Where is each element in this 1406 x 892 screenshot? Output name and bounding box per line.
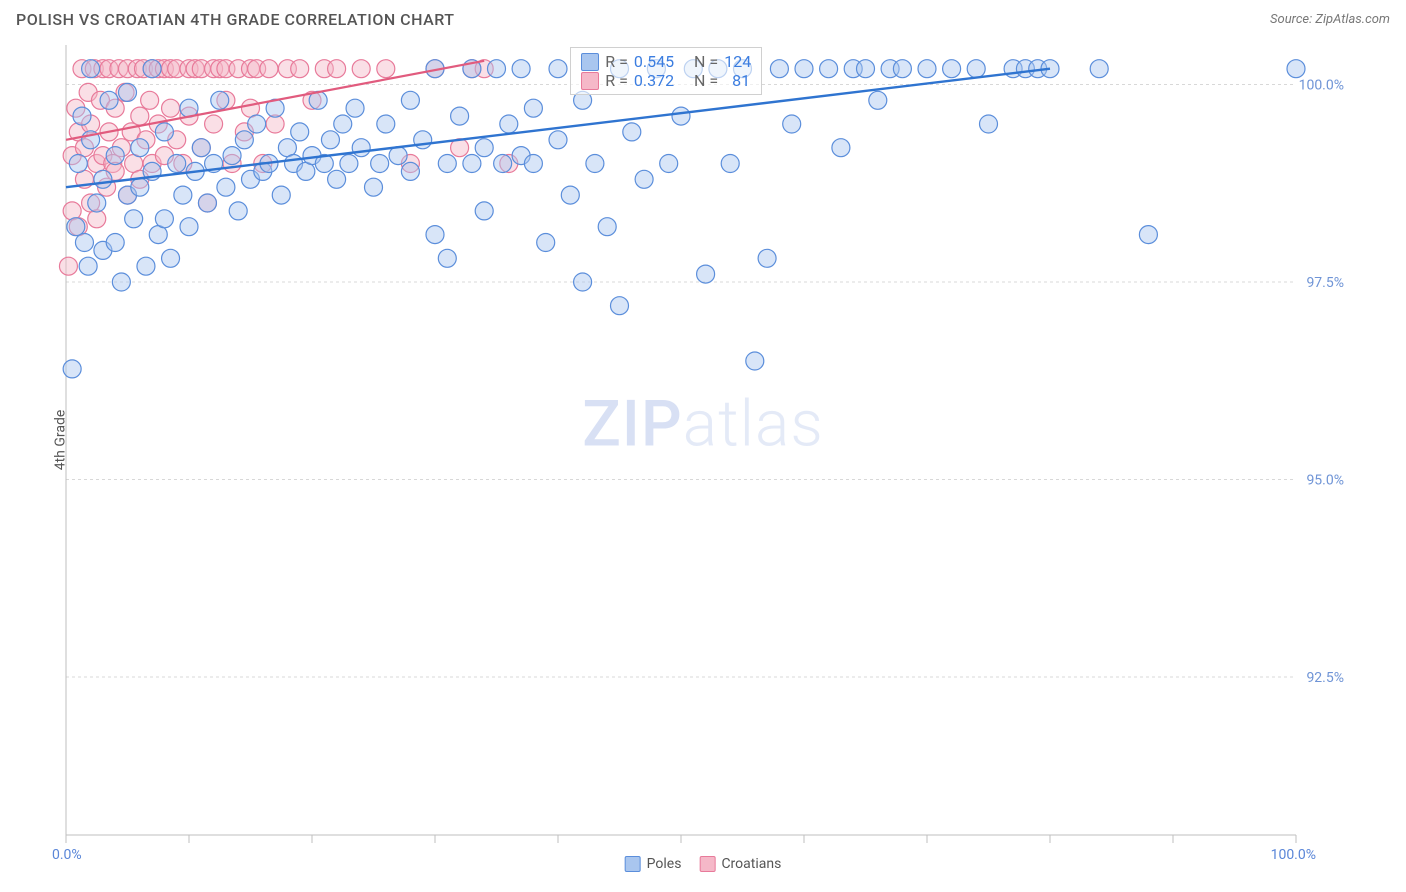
stats-row-poles: R = 0.545 N = 124	[581, 52, 751, 71]
x-min-label: 0.0%	[52, 847, 82, 863]
svg-text:97.5%: 97.5%	[1306, 275, 1344, 291]
chart-title: POLISH VS CROATIAN 4TH GRADE CORRELATION…	[16, 10, 455, 29]
svg-text:100.0%: 100.0%	[1299, 78, 1344, 94]
y-axis-label: 4th Grade	[52, 410, 68, 471]
scatter-chart: 100.0% 97.5% 95.0% 92.5%	[16, 35, 1386, 845]
chart-area: 4th Grade 100.0%97.5%95.0%92.5% ZIPatlas…	[16, 35, 1390, 845]
stats-row-croatians: R = 0.372 N = 81	[581, 71, 751, 90]
svg-text:92.5%: 92.5%	[1306, 670, 1344, 686]
legend-label: Croatians	[721, 856, 781, 872]
svg-text:95.0%: 95.0%	[1306, 473, 1344, 489]
x-max-label: 100.0%	[1271, 847, 1316, 863]
legend-label: Poles	[647, 856, 682, 872]
correlation-stats-box: R = 0.545 N = 124 R = 0.372 N = 81	[570, 47, 762, 95]
legend-item-poles: Poles	[625, 856, 682, 872]
legend: Poles Croatians	[625, 856, 782, 872]
legend-item-croatians: Croatians	[699, 856, 781, 872]
source-attribution: Source: ZipAtlas.com	[1270, 12, 1390, 27]
